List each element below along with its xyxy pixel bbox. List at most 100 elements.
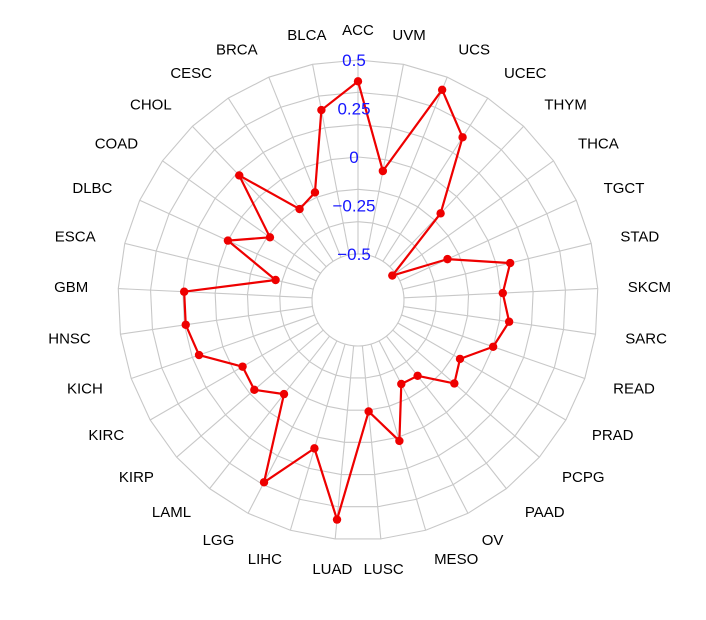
- category-label-kirc: KIRC: [88, 427, 124, 444]
- category-label-blca: BLCA: [287, 27, 326, 44]
- spoke-lusc: [361, 345, 382, 539]
- category-label-acc: ACC: [342, 22, 374, 39]
- category-label-lihc: LIHC: [248, 551, 282, 568]
- grid-ring-4: [182, 124, 534, 476]
- category-label-skcm: SKCM: [628, 279, 671, 296]
- category-labels: ACC UVM UCS UCEC THYM THCA TGCT STAD SKCM SARC REA…: [48, 22, 671, 578]
- radar-grid: [117, 59, 599, 540]
- category-label-stad: STAD: [620, 228, 659, 245]
- radial-tick-labels: 0.5 0.25 0 −0.25 −0.5: [332, 51, 375, 264]
- spoke-esca: [124, 242, 314, 290]
- spoke-lihc: [289, 343, 346, 531]
- data-point-kirp: [250, 385, 259, 395]
- data-point-lgg: [259, 478, 269, 487]
- grid-ring-5: [150, 91, 566, 508]
- category-label-thym: THYM: [544, 97, 587, 114]
- spoke-thym: [389, 125, 525, 268]
- inner-hole: [311, 253, 405, 347]
- data-point-laml: [279, 389, 289, 399]
- data-point-esca: [271, 275, 280, 285]
- spoke-gbm: [118, 288, 313, 299]
- radial-tick-label: 0.5: [342, 51, 366, 70]
- radar-series: [179, 77, 515, 524]
- category-label-read: READ: [613, 380, 655, 397]
- data-point-stad: [505, 258, 515, 268]
- spoke-tgct: [399, 199, 577, 282]
- data-point-gbm: [179, 287, 189, 296]
- data-point-paad: [413, 371, 422, 381]
- category-label-coad: COAD: [95, 135, 139, 152]
- spoke-uvm: [366, 64, 404, 255]
- grid-ring-6: [117, 59, 599, 540]
- category-label-lusc: LUSC: [364, 561, 404, 578]
- spoke-brca: [268, 76, 342, 258]
- category-label-esca: ESCA: [55, 228, 96, 245]
- data-point-lihc: [310, 444, 319, 453]
- data-point-tgct: [443, 254, 452, 264]
- data-point-hnsc: [181, 320, 190, 329]
- data-point-skcm: [498, 288, 507, 298]
- grid-ring-1: [279, 221, 437, 379]
- category-label-cesc: CESC: [170, 65, 212, 82]
- data-point-pcpg: [450, 379, 459, 388]
- category-label-luad: LUAD: [312, 561, 352, 578]
- spoke-blca: [312, 64, 350, 255]
- category-label-dlbc: DLBC: [72, 180, 112, 197]
- spoke-prad: [397, 322, 567, 421]
- category-label-prad: PRAD: [592, 427, 634, 444]
- radial-tick-label: 0.25: [337, 100, 370, 119]
- category-label-ucec: UCEC: [504, 65, 547, 82]
- spoke-stad: [402, 242, 592, 290]
- data-point-dlbc: [223, 236, 233, 245]
- spoke-cesc: [227, 97, 334, 262]
- data-point-luad: [332, 515, 342, 524]
- data-point-ov: [397, 379, 406, 389]
- data-point-kich: [194, 350, 204, 360]
- category-label-gbm: GBM: [54, 279, 88, 296]
- spoke-kirp: [176, 329, 324, 458]
- data-point-cesc: [295, 204, 304, 214]
- category-label-lgg: LGG: [203, 532, 235, 549]
- category-label-meso: MESO: [434, 551, 478, 568]
- spoke-chol: [191, 125, 327, 268]
- spoke-coad: [162, 160, 321, 274]
- data-point-kirc: [238, 362, 247, 371]
- category-label-hnsc: HNSC: [48, 330, 91, 347]
- radial-tick-label: −0.25: [332, 197, 375, 216]
- data-point-sarc: [504, 317, 514, 326]
- spoke-kirc: [149, 322, 319, 421]
- category-label-ov: OV: [482, 532, 504, 549]
- category-label-uvm: UVM: [392, 27, 425, 44]
- data-point-acc: [353, 77, 363, 86]
- data-point-ucs: [437, 85, 447, 95]
- category-label-tgct: TGCT: [604, 180, 645, 197]
- data-point-coad: [265, 233, 275, 242]
- data-point-brca: [310, 188, 320, 197]
- category-label-sarc: SARC: [625, 330, 667, 347]
- category-label-thca: THCA: [578, 135, 619, 152]
- data-point-uvm: [378, 166, 388, 176]
- category-label-brca: BRCA: [216, 41, 258, 58]
- category-label-paad: PAAD: [525, 504, 565, 521]
- spoke-luad: [334, 345, 355, 539]
- spoke-ucec: [382, 97, 489, 262]
- radial-tick-label: −0.5: [337, 245, 371, 264]
- data-point-thym: [436, 209, 445, 218]
- category-label-chol: CHOL: [130, 97, 172, 114]
- spoke-sarc: [403, 306, 596, 335]
- category-label-ucs: UCS: [458, 41, 490, 58]
- data-point-blca: [317, 105, 326, 115]
- data-point-chol: [235, 171, 244, 180]
- grid-ring-3: [214, 156, 502, 443]
- spoke-ov: [378, 340, 469, 514]
- category-label-pcpg: PCPG: [562, 469, 605, 486]
- category-label-kich: KICH: [67, 380, 103, 397]
- data-point-lusc: [364, 407, 373, 416]
- radial-tick-label: 0: [349, 148, 358, 167]
- spoke-lgg: [247, 340, 338, 514]
- spoke-paad: [386, 335, 507, 489]
- spoke-thca: [395, 160, 554, 274]
- data-point-thca: [388, 271, 397, 280]
- spoke-pcpg: [392, 329, 540, 458]
